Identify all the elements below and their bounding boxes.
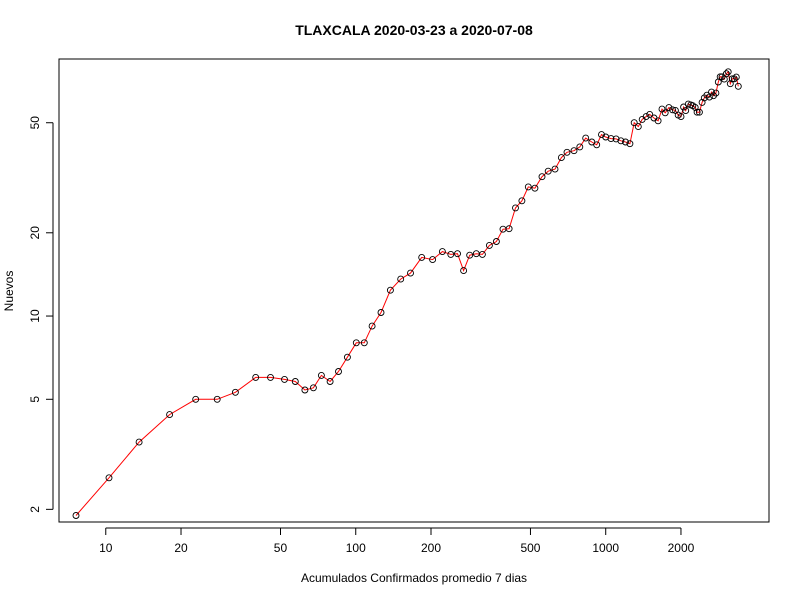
data-point — [538, 173, 546, 181]
data-point — [407, 269, 414, 277]
data-point — [447, 250, 455, 258]
data-point — [698, 98, 706, 106]
data-point — [213, 395, 221, 403]
data-point — [646, 110, 654, 118]
data-point — [352, 339, 360, 347]
data-point — [429, 256, 437, 264]
data-point — [634, 123, 642, 131]
x-tick-label: 500 — [520, 541, 540, 555]
data-point — [252, 373, 260, 381]
plot-frame — [58, 58, 770, 523]
y-tick-label: 50 — [28, 116, 42, 130]
data-point — [642, 113, 650, 121]
x-tick-label: 1000 — [592, 541, 619, 555]
x-tick-label: 100 — [346, 541, 366, 555]
data-point — [557, 154, 565, 162]
x-tick-label: 2000 — [668, 541, 695, 555]
data-point — [570, 147, 578, 155]
data-point — [722, 70, 730, 78]
data-point — [622, 138, 629, 146]
data-point — [582, 134, 590, 142]
data-point — [682, 107, 690, 115]
data-point — [593, 141, 601, 149]
data-point — [630, 119, 638, 127]
data-point — [505, 225, 513, 233]
data-point — [661, 109, 669, 117]
data-point — [386, 286, 394, 294]
data-point — [466, 251, 474, 259]
data-point — [231, 388, 239, 396]
data-point — [724, 68, 732, 76]
data-point — [438, 248, 446, 256]
data-point — [728, 75, 736, 83]
x-tick-label: 10 — [99, 541, 113, 555]
x-tick-label: 200 — [421, 541, 441, 555]
data-point — [72, 512, 80, 519]
data-point — [695, 108, 703, 116]
data-point — [669, 106, 676, 114]
data-point — [418, 253, 426, 261]
data-point — [654, 117, 662, 125]
chart-title: TLAXCALA 2020-03-23 a 2020-07-08 — [295, 22, 533, 38]
data-point — [712, 89, 720, 97]
data-point — [360, 339, 368, 347]
data-point — [531, 184, 539, 192]
data-point — [317, 371, 325, 379]
data-point — [708, 88, 715, 96]
data-point — [677, 113, 685, 121]
y-tick-label: 5 — [28, 396, 42, 403]
data-point — [626, 140, 634, 148]
data-point — [518, 197, 526, 205]
data-point — [544, 167, 552, 175]
data-point — [309, 384, 317, 392]
data-point — [716, 73, 724, 81]
y-tick-label: 20 — [28, 226, 42, 240]
x-axis: 10 20 50 100 200 500 1000 2000 — [99, 527, 695, 555]
y-axis: 2 5 10 20 50 — [28, 116, 54, 513]
data-point — [368, 322, 376, 330]
data-point — [691, 103, 699, 111]
data-point — [281, 375, 288, 383]
data-point — [267, 373, 274, 381]
y-axis-label: Nuevos — [2, 271, 16, 312]
data-point — [734, 82, 742, 90]
data-point — [512, 204, 519, 212]
data-point — [693, 108, 701, 116]
x-tick-label: 50 — [274, 541, 288, 555]
data-point — [617, 137, 625, 145]
data-point — [377, 309, 385, 316]
data-point — [524, 183, 532, 191]
data-point — [192, 395, 200, 403]
data-point — [732, 73, 740, 81]
data-point — [576, 143, 584, 151]
data-point — [460, 267, 468, 275]
data-point — [301, 386, 309, 394]
data-point — [612, 135, 620, 143]
data-point — [478, 250, 486, 258]
data-point — [135, 438, 143, 446]
data-point — [397, 275, 405, 283]
data-point — [607, 135, 615, 143]
data-point — [291, 378, 299, 385]
data-point — [563, 148, 571, 156]
data-point — [343, 353, 351, 361]
data-point — [166, 411, 174, 419]
data-point — [730, 75, 738, 83]
data-point — [551, 165, 559, 173]
x-tick-label: 20 — [174, 541, 188, 555]
data-point — [105, 474, 113, 482]
data-point — [492, 238, 500, 245]
data-point — [454, 250, 461, 258]
data-point — [326, 378, 334, 385]
x-axis-label: Acumulados Confirmados promedio 7 dias — [301, 571, 527, 585]
data-point — [665, 104, 673, 112]
data-point — [485, 241, 493, 249]
data-point — [335, 368, 342, 375]
y-tick-label: 10 — [28, 309, 42, 323]
series-group — [72, 68, 742, 519]
y-tick-label: 2 — [28, 506, 42, 513]
